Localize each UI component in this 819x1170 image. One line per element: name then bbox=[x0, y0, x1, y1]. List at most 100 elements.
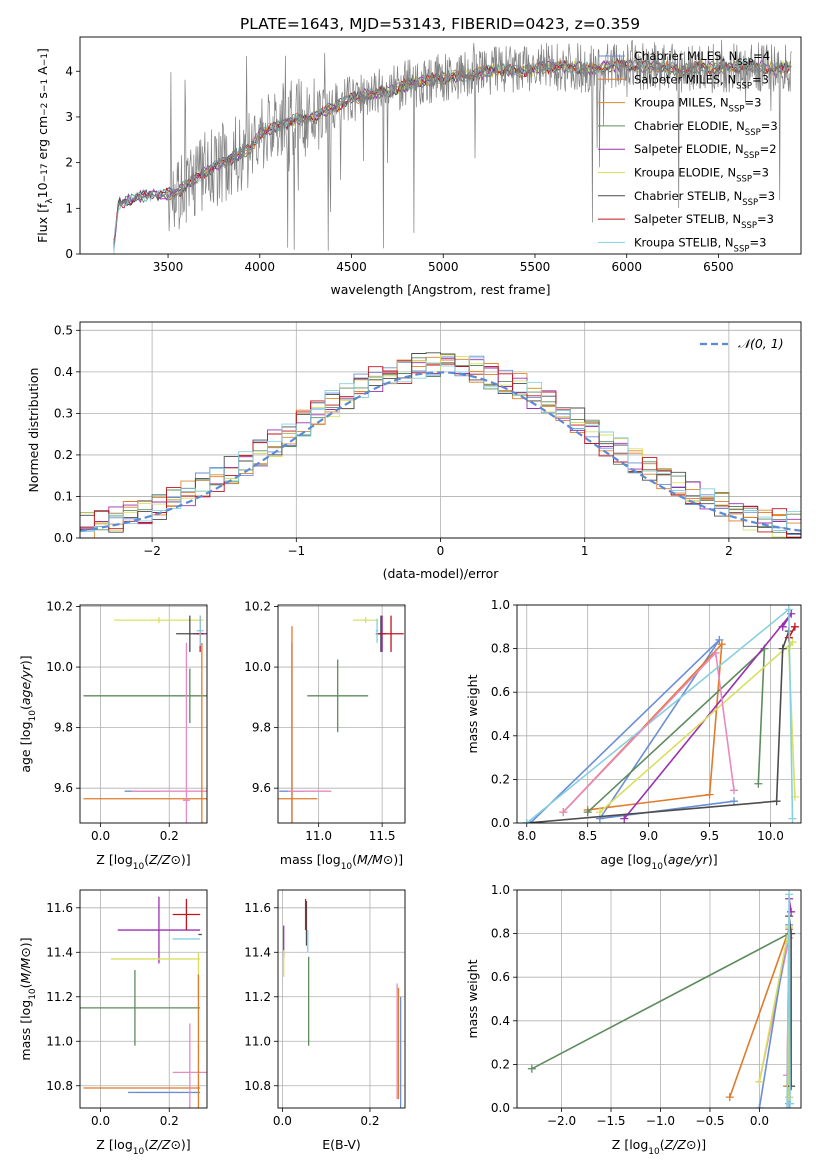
axis-label: Z [log10(Z/Z⊙)] bbox=[96, 852, 190, 872]
legend-entry: Chabrier STELIB, NSSP=3 bbox=[634, 189, 775, 208]
axis-label: age [log10(age/yr)] bbox=[18, 655, 38, 772]
x-tick-label: 0.2 bbox=[160, 829, 179, 843]
x-tick-label: 0 bbox=[437, 544, 445, 558]
plot-area bbox=[527, 890, 796, 1108]
x-tick-label: 0.0 bbox=[91, 829, 110, 843]
y-tick-label: 11.4 bbox=[46, 945, 73, 959]
x-tick-label: 4000 bbox=[245, 260, 276, 274]
mass-weight-vs-age-panel: 8.0 8.5 9.0 9.5 10.0 0.0 0.2 0.4 0.6 0.8 1.0 mass w… bbox=[465, 598, 802, 872]
axes-frame bbox=[79, 604, 208, 824]
axis-label: mass [log10(M/M⊙)] bbox=[18, 937, 38, 1060]
axis-label: Z [log10(Z/Z⊙)] bbox=[96, 1137, 190, 1157]
y-tick-label: 0.4 bbox=[54, 365, 73, 379]
x-tick-label: 6000 bbox=[611, 260, 642, 274]
y-tick-label: 11.6 bbox=[46, 901, 73, 915]
data-point-marker bbox=[705, 790, 714, 799]
y-tick-label: 11.0 bbox=[244, 1034, 271, 1048]
age-vs-mass-panel: 11.0 11.5 9.6 9.8 10.0 10.2 mass [log10(M/M⊙)] bbox=[244, 600, 406, 872]
data-point-marker bbox=[785, 1093, 794, 1102]
data-point-marker bbox=[788, 814, 797, 823]
y-tick-label: 2 bbox=[65, 156, 73, 170]
data-point-marker bbox=[729, 797, 738, 806]
x-tick-label: 8.5 bbox=[578, 829, 597, 843]
y-axis-label: Flux [fλ10−17 erg cm−2 s−1 A−1] bbox=[35, 48, 55, 243]
mass-weight-series-line bbox=[587, 646, 766, 813]
mass-weight-series-line bbox=[526, 607, 794, 823]
data-point-marker bbox=[725, 1093, 734, 1102]
residual-histogram-step bbox=[80, 352, 801, 534]
mass-weight-vs-metallicity-panel: −2.0 −1.5 −1.0 −0.5 0.0 0.0 0.2 0.4 0.6 0.8 1.0 mas… bbox=[465, 883, 802, 1157]
y-tick-label: 11.6 bbox=[244, 901, 271, 915]
y-tick-label: 0.6 bbox=[491, 970, 510, 984]
mass-vs-metallicity-panel: 0.0 0.2 10.8 11.0 11.2 11.4 11.6 Z [log10(Z/Z⊙)… bbox=[18, 889, 208, 1157]
x-tick-label: 5500 bbox=[520, 260, 551, 274]
data-point-marker bbox=[755, 1104, 764, 1108]
axis-label: mass [log10(M/M⊙)] bbox=[280, 852, 403, 872]
x-tick-label: 6500 bbox=[703, 260, 734, 274]
y-tick-label: 0.3 bbox=[54, 406, 73, 420]
y-tick-label: 9.8 bbox=[252, 721, 271, 735]
y-axis-label: mass weight bbox=[465, 959, 480, 1038]
axis-label: Z [log10(Z/Z⊙)] bbox=[612, 1137, 706, 1157]
y-tick-label: 11.0 bbox=[46, 1034, 73, 1048]
y-tick-label: 0.1 bbox=[54, 489, 73, 503]
axes-frame bbox=[516, 889, 802, 1109]
y-tick-label: 10.0 bbox=[46, 660, 73, 674]
x-tick-label: 4500 bbox=[336, 260, 367, 274]
y-axis-label: Normed distribution bbox=[26, 368, 41, 493]
x-tick-label: −1.0 bbox=[646, 1114, 675, 1128]
y-tick-label: 0.0 bbox=[54, 531, 73, 545]
y-tick-label: 1.0 bbox=[491, 598, 510, 612]
y-tick-label: 0 bbox=[65, 247, 73, 261]
axes-frame bbox=[79, 889, 208, 1109]
data-point-marker bbox=[772, 797, 781, 806]
data-point-marker bbox=[711, 648, 720, 657]
legend-entry: Kroupa STELIB, NSSP=3 bbox=[634, 235, 766, 254]
residual-histogram-step bbox=[80, 357, 801, 533]
data-point-marker bbox=[527, 1064, 536, 1073]
legend-entry: Kroupa MILES, NSSP=3 bbox=[634, 96, 761, 115]
axes-frame bbox=[79, 36, 802, 255]
data-point-marker bbox=[786, 1099, 795, 1108]
y-tick-label: 0.0 bbox=[491, 816, 510, 830]
y-tick-label: 9.6 bbox=[54, 781, 73, 795]
spectrum-panel: 3500 4000 4500 5000 5500 6000 6500 0 1 2 3 4 Chabrie… bbox=[35, 36, 802, 297]
axes-frame bbox=[79, 321, 802, 539]
legend-entry: Kroupa ELODIE, NSSP=3 bbox=[634, 166, 769, 185]
data-point-marker bbox=[755, 1077, 764, 1086]
y-tick-label: 10.2 bbox=[244, 600, 271, 614]
normal-distribution-curve bbox=[80, 371, 801, 532]
x-tick-label: −2.0 bbox=[547, 1114, 576, 1128]
x-tick-label: −0.5 bbox=[695, 1114, 724, 1128]
plot-area bbox=[278, 615, 404, 823]
y-tick-label: 0.6 bbox=[491, 685, 510, 699]
x-tick-label: 0.2 bbox=[160, 1114, 179, 1128]
y-tick-label: 0.8 bbox=[491, 642, 510, 656]
x-tick-label: −1.5 bbox=[596, 1114, 625, 1128]
y-tick-label: 11.2 bbox=[244, 990, 271, 1004]
data-point-marker bbox=[715, 635, 724, 644]
data-point-marker bbox=[620, 814, 629, 823]
y-tick-label: 9.6 bbox=[252, 781, 271, 795]
plot-area bbox=[80, 896, 207, 1108]
y-tick-label: 10.0 bbox=[244, 660, 271, 674]
y-tick-label: 11.4 bbox=[244, 945, 271, 959]
data-point-marker bbox=[778, 644, 787, 653]
x-tick-label: 11.0 bbox=[305, 829, 332, 843]
x-tick-label: 8.0 bbox=[517, 829, 536, 843]
mass-weight-series-line bbox=[526, 630, 790, 823]
y-tick-label: 10.8 bbox=[46, 1079, 73, 1093]
y-tick-label: 9.8 bbox=[54, 721, 73, 735]
legend-entry: Chabrier MILES, NSSP=4 bbox=[634, 49, 770, 68]
data-point-marker bbox=[729, 786, 738, 795]
legend-entry: Salpeter MILES, NSSP=3 bbox=[634, 72, 769, 91]
legend-entry: Chabrier ELODIE, NSSP=3 bbox=[634, 119, 778, 138]
x-tick-label: 3500 bbox=[153, 260, 184, 274]
data-point-marker bbox=[787, 1082, 796, 1091]
plot-area bbox=[113, 39, 793, 254]
y-tick-label: 1 bbox=[65, 201, 73, 215]
y-axis-label: mass weight bbox=[465, 674, 480, 753]
axis-label: age [log10(age/yr)] bbox=[600, 852, 717, 872]
y-tick-label: 0.2 bbox=[54, 448, 73, 462]
x-tick-label: 0.0 bbox=[750, 1114, 769, 1128]
